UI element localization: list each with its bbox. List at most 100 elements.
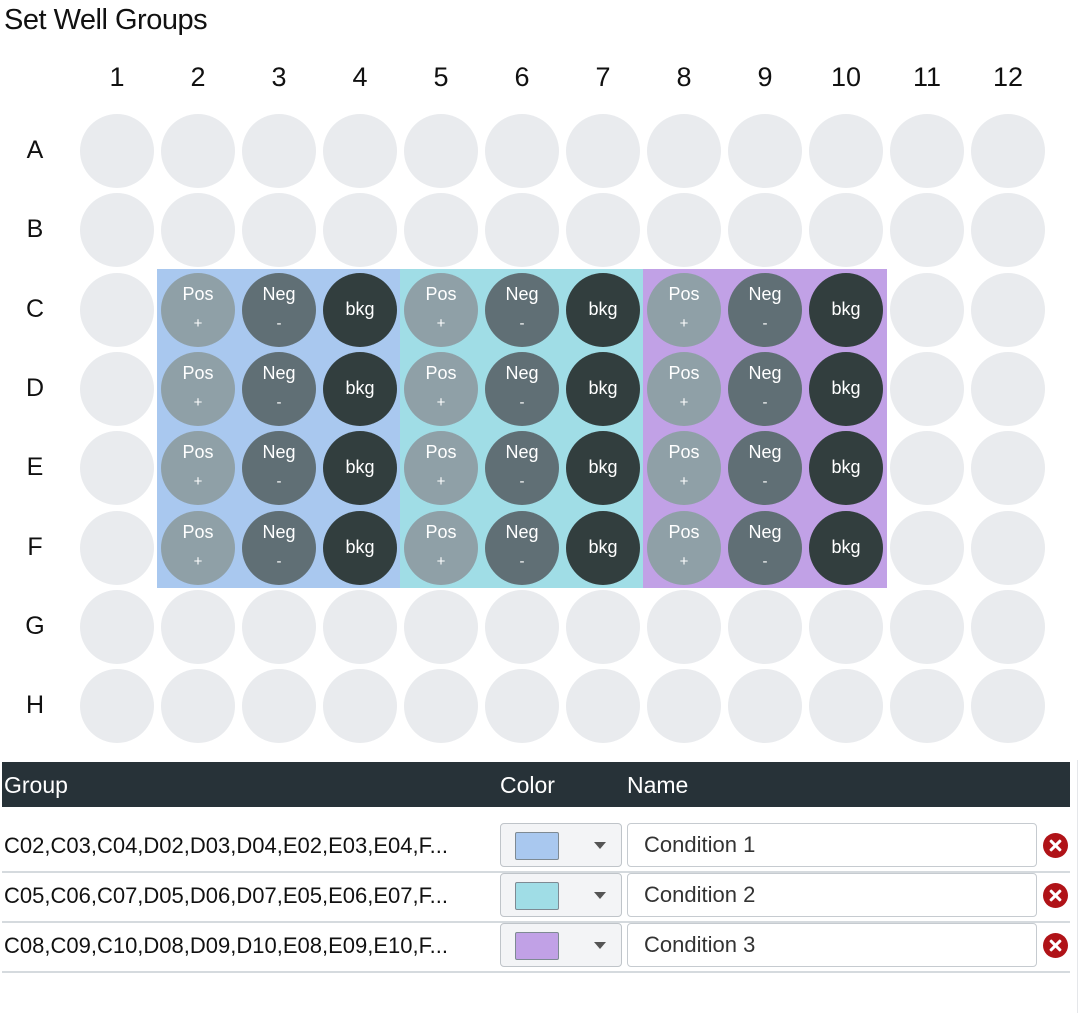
well-A11[interactable] <box>890 114 964 188</box>
well-C7[interactable]: bkg <box>566 272 640 347</box>
well-F1[interactable] <box>80 510 154 585</box>
well-D4[interactable]: bkg <box>323 351 397 426</box>
well-H4[interactable] <box>323 669 397 744</box>
well-H7[interactable] <box>566 669 640 744</box>
well-F5[interactable]: Pos + <box>404 510 478 585</box>
well-D12[interactable] <box>971 351 1045 426</box>
well-A8[interactable] <box>647 114 721 188</box>
well-B7[interactable] <box>566 193 640 268</box>
well-A4[interactable] <box>323 114 397 188</box>
well-D11[interactable] <box>890 351 964 426</box>
well-F11[interactable] <box>890 510 964 585</box>
well-B12[interactable] <box>971 193 1045 268</box>
well-E5[interactable]: Pos + <box>404 431 478 506</box>
well-B6[interactable] <box>485 193 559 268</box>
well-B9[interactable] <box>728 193 802 268</box>
well-E11[interactable] <box>890 431 964 506</box>
well-G3[interactable] <box>242 589 316 664</box>
well-G1[interactable] <box>80 589 154 664</box>
well-D5[interactable]: Pos + <box>404 351 478 426</box>
well-H1[interactable] <box>80 669 154 744</box>
well-E8[interactable]: Pos + <box>647 431 721 506</box>
well-C6[interactable]: Neg - <box>485 272 559 347</box>
well-C5[interactable]: Pos + <box>404 272 478 347</box>
well-C3[interactable]: Neg - <box>242 272 316 347</box>
well-G5[interactable] <box>404 589 478 664</box>
color-picker[interactable] <box>500 823 622 867</box>
well-C9[interactable]: Neg - <box>728 272 802 347</box>
delete-group-icon[interactable] <box>1043 833 1068 858</box>
well-H10[interactable] <box>809 669 883 744</box>
well-D10[interactable]: bkg <box>809 351 883 426</box>
well-F7[interactable]: bkg <box>566 510 640 585</box>
well-B8[interactable] <box>647 193 721 268</box>
well-G10[interactable] <box>809 589 883 664</box>
well-H6[interactable] <box>485 669 559 744</box>
well-H12[interactable] <box>971 669 1045 744</box>
well-F10[interactable]: bkg <box>809 510 883 585</box>
well-B2[interactable] <box>161 193 235 268</box>
well-F9[interactable]: Neg - <box>728 510 802 585</box>
well-A12[interactable] <box>971 114 1045 188</box>
well-C2[interactable]: Pos + <box>161 272 235 347</box>
well-E3[interactable]: Neg - <box>242 431 316 506</box>
well-A5[interactable] <box>404 114 478 188</box>
well-E9[interactable]: Neg - <box>728 431 802 506</box>
well-F6[interactable]: Neg - <box>485 510 559 585</box>
well-B5[interactable] <box>404 193 478 268</box>
well-H3[interactable] <box>242 669 316 744</box>
well-B3[interactable] <box>242 193 316 268</box>
well-G2[interactable] <box>161 589 235 664</box>
group-name-input[interactable] <box>627 823 1037 867</box>
well-D7[interactable]: bkg <box>566 351 640 426</box>
well-E6[interactable]: Neg - <box>485 431 559 506</box>
well-E2[interactable]: Pos + <box>161 431 235 506</box>
color-picker[interactable] <box>500 873 622 917</box>
well-E7[interactable]: bkg <box>566 431 640 506</box>
well-G8[interactable] <box>647 589 721 664</box>
well-G6[interactable] <box>485 589 559 664</box>
well-D2[interactable]: Pos + <box>161 351 235 426</box>
well-C10[interactable]: bkg <box>809 272 883 347</box>
well-C11[interactable] <box>890 272 964 347</box>
well-E4[interactable]: bkg <box>323 431 397 506</box>
well-F8[interactable]: Pos + <box>647 510 721 585</box>
group-name-input[interactable] <box>627 923 1037 967</box>
well-E12[interactable] <box>971 431 1045 506</box>
well-A2[interactable] <box>161 114 235 188</box>
well-F3[interactable]: Neg - <box>242 510 316 585</box>
well-E1[interactable] <box>80 431 154 506</box>
well-A1[interactable] <box>80 114 154 188</box>
well-H11[interactable] <box>890 669 964 744</box>
well-G4[interactable] <box>323 589 397 664</box>
well-H2[interactable] <box>161 669 235 744</box>
group-name-input[interactable] <box>627 873 1037 917</box>
delete-group-icon[interactable] <box>1043 933 1068 958</box>
well-H9[interactable] <box>728 669 802 744</box>
well-G7[interactable] <box>566 589 640 664</box>
well-D1[interactable] <box>80 351 154 426</box>
well-F4[interactable]: bkg <box>323 510 397 585</box>
well-A3[interactable] <box>242 114 316 188</box>
well-G9[interactable] <box>728 589 802 664</box>
well-C12[interactable] <box>971 272 1045 347</box>
well-D9[interactable]: Neg - <box>728 351 802 426</box>
well-E10[interactable]: bkg <box>809 431 883 506</box>
well-A7[interactable] <box>566 114 640 188</box>
well-D8[interactable]: Pos + <box>647 351 721 426</box>
well-F12[interactable] <box>971 510 1045 585</box>
well-F2[interactable]: Pos + <box>161 510 235 585</box>
well-D3[interactable]: Neg - <box>242 351 316 426</box>
well-C8[interactable]: Pos + <box>647 272 721 347</box>
well-A10[interactable] <box>809 114 883 188</box>
well-C4[interactable]: bkg <box>323 272 397 347</box>
well-G11[interactable] <box>890 589 964 664</box>
well-D6[interactable]: Neg - <box>485 351 559 426</box>
well-H5[interactable] <box>404 669 478 744</box>
well-C1[interactable] <box>80 272 154 347</box>
well-B4[interactable] <box>323 193 397 268</box>
well-B10[interactable] <box>809 193 883 268</box>
well-G12[interactable] <box>971 589 1045 664</box>
well-A6[interactable] <box>485 114 559 188</box>
color-picker[interactable] <box>500 923 622 967</box>
